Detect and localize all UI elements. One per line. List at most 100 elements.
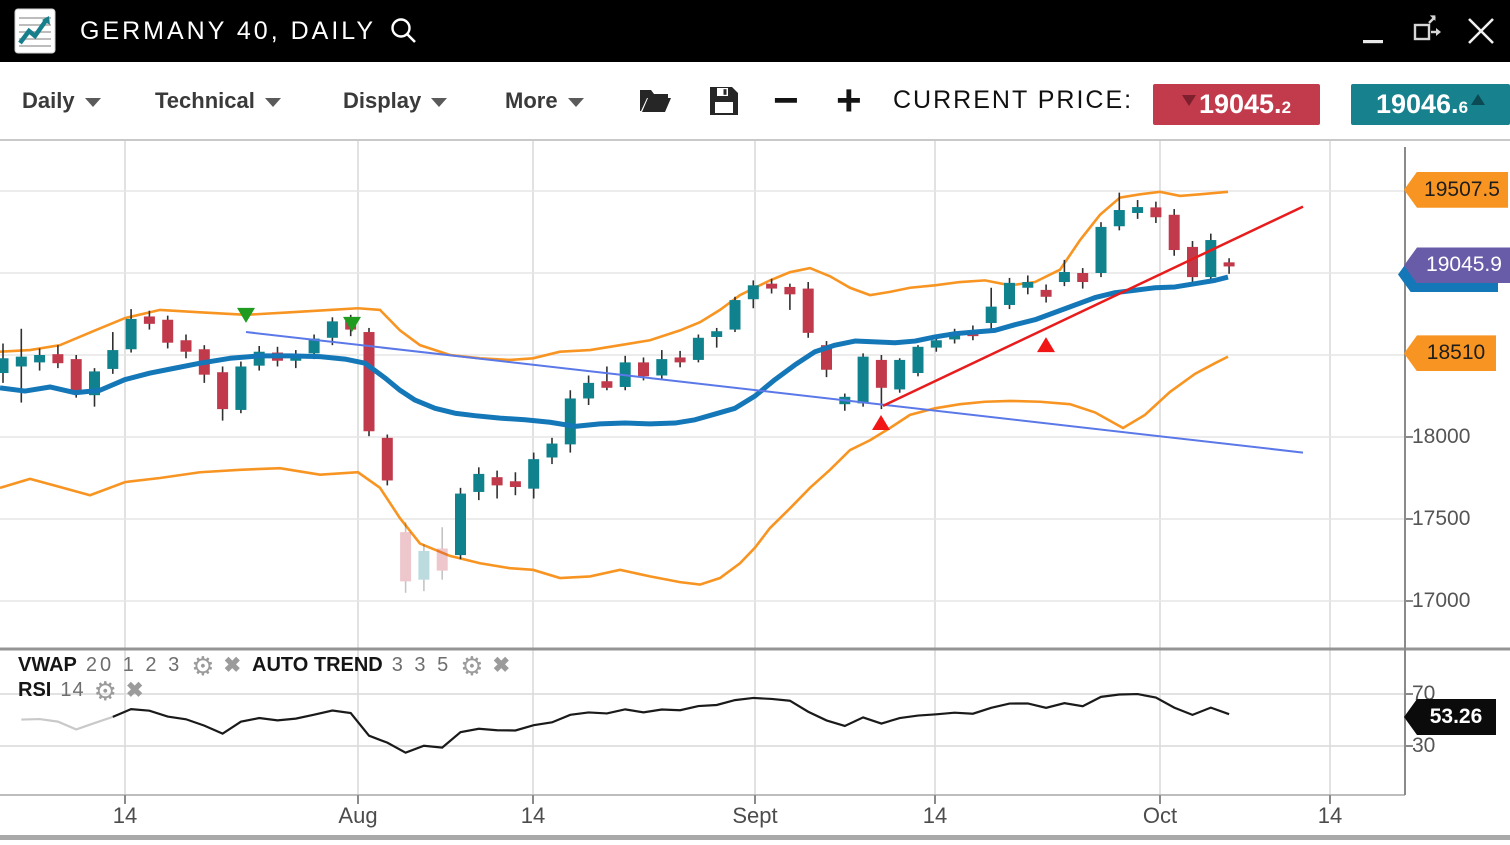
buy-signal-triangle-icon bbox=[1037, 337, 1055, 353]
candle bbox=[381, 434, 393, 486]
save-icon bbox=[710, 86, 738, 115]
zoom-in-button[interactable]: + bbox=[836, 62, 862, 139]
candle bbox=[1223, 258, 1235, 274]
menu-display[interactable]: Display bbox=[343, 62, 448, 139]
price-axis-label: 17500 bbox=[1412, 507, 1471, 530]
band-upper-line bbox=[0, 190, 1229, 362]
candle bbox=[802, 282, 814, 338]
candle bbox=[875, 355, 887, 410]
rsi-remove-icon[interactable]: ✖ bbox=[125, 679, 144, 702]
vwap-remove-icon[interactable]: ✖ bbox=[223, 654, 242, 677]
vwap-line bbox=[0, 274, 1229, 429]
auto-trend-settings-gear-icon[interactable]: ⚙ bbox=[460, 650, 484, 681]
candle bbox=[1077, 268, 1089, 289]
price-axis-label: 18000 bbox=[1412, 425, 1471, 448]
band-lower-line bbox=[0, 355, 1229, 586]
x-axis-label: Oct bbox=[1142, 803, 1178, 828]
zoom-out-icon: − bbox=[773, 76, 799, 125]
menu-technical-label: Technical bbox=[155, 87, 255, 113]
x-axis-label: 14 bbox=[520, 803, 546, 828]
minimize-button[interactable] bbox=[1358, 14, 1388, 48]
candle bbox=[363, 327, 375, 437]
candle bbox=[784, 283, 796, 310]
auto-trend-remove-icon[interactable]: ✖ bbox=[492, 654, 511, 677]
menu-display-label: Display bbox=[343, 87, 422, 113]
candle bbox=[455, 487, 466, 560]
candle bbox=[1040, 284, 1052, 303]
candle bbox=[601, 366, 613, 391]
chevron-down-icon bbox=[84, 98, 101, 107]
candle bbox=[656, 350, 668, 379]
vwap-settings-gear-icon[interactable]: ⚙ bbox=[191, 650, 215, 681]
candle bbox=[583, 375, 595, 406]
price-tag: 19507.5 bbox=[1404, 171, 1508, 208]
chart-title: GERMANY 40, DAILY bbox=[80, 17, 376, 45]
chart-canvas[interactable] bbox=[0, 141, 1510, 840]
price-panel bbox=[0, 190, 1304, 593]
sell-signal-triangle-icon bbox=[343, 316, 361, 332]
candle bbox=[528, 452, 540, 499]
window-bottom-border bbox=[0, 835, 1510, 840]
candle bbox=[894, 358, 906, 393]
save-chart-button[interactable] bbox=[708, 62, 740, 139]
menu-technical[interactable]: Technical bbox=[155, 62, 281, 139]
menu-timeframe-label: Daily bbox=[22, 87, 75, 113]
chart-svg bbox=[0, 141, 1510, 804]
candle bbox=[839, 393, 851, 411]
candle bbox=[400, 522, 412, 593]
candle bbox=[162, 315, 174, 349]
price-axis-label: 17000 bbox=[1412, 589, 1471, 612]
buy-price-decimal: 6 bbox=[1458, 98, 1469, 117]
open-chart-button[interactable] bbox=[638, 62, 674, 139]
candle bbox=[436, 527, 448, 580]
candle bbox=[418, 544, 430, 592]
sell-price-button[interactable]: 19045. 2 bbox=[1153, 84, 1320, 125]
x-axis-label: 14 bbox=[922, 803, 948, 828]
candle bbox=[1004, 277, 1015, 310]
chevron-down-icon bbox=[567, 98, 584, 107]
candle bbox=[217, 366, 229, 421]
zoom-out-button[interactable]: − bbox=[773, 62, 799, 139]
candle bbox=[1150, 201, 1162, 223]
candle bbox=[290, 350, 302, 369]
candle bbox=[766, 278, 778, 294]
app-logo-icon bbox=[14, 8, 56, 54]
sell-price-main: 19045. bbox=[1198, 89, 1282, 119]
window-controls bbox=[1358, 0, 1496, 62]
x-axis-label: 14 bbox=[112, 803, 138, 828]
candle bbox=[1205, 233, 1217, 282]
vwap-params: 20 1 2 3 bbox=[85, 654, 183, 676]
candle bbox=[491, 470, 503, 499]
candle bbox=[326, 317, 338, 346]
buy-price-button[interactable]: 19046. 6 bbox=[1351, 84, 1510, 125]
candle bbox=[1132, 200, 1144, 219]
symbol-search-icon[interactable] bbox=[390, 17, 418, 45]
rsi-value-tag: 53.26 bbox=[1404, 699, 1496, 735]
candle bbox=[107, 332, 119, 374]
auto-trend-params: 3 3 5 bbox=[391, 654, 452, 676]
price-tag: 18510 bbox=[1404, 335, 1496, 372]
candle bbox=[1187, 241, 1198, 283]
menu-more[interactable]: More bbox=[505, 62, 584, 139]
candlestick-series bbox=[0, 192, 1235, 593]
candle bbox=[1113, 192, 1125, 231]
vwap-name: VWAP bbox=[18, 654, 77, 676]
candle bbox=[729, 296, 741, 333]
close-button[interactable] bbox=[1466, 14, 1496, 48]
arrow-up-icon bbox=[1471, 94, 1486, 105]
rsi-settings-gear-icon[interactable]: ⚙ bbox=[93, 675, 117, 706]
auto-trend-support[interactable] bbox=[882, 205, 1304, 407]
x-axis-label: Sept bbox=[732, 803, 778, 828]
candle bbox=[912, 345, 924, 377]
candle bbox=[674, 350, 686, 368]
candle bbox=[180, 334, 192, 359]
candle bbox=[619, 355, 631, 391]
current-price-label: CURRENT PRICE: bbox=[893, 86, 1134, 114]
auto-trend-resistance[interactable] bbox=[245, 331, 1304, 454]
menu-timeframe[interactable]: Daily bbox=[22, 62, 101, 139]
candle bbox=[985, 287, 997, 329]
open-folder-icon bbox=[640, 89, 671, 112]
arrow-down-icon bbox=[1181, 95, 1196, 106]
chevron-down-icon bbox=[264, 98, 281, 107]
popout-button[interactable] bbox=[1412, 14, 1442, 48]
